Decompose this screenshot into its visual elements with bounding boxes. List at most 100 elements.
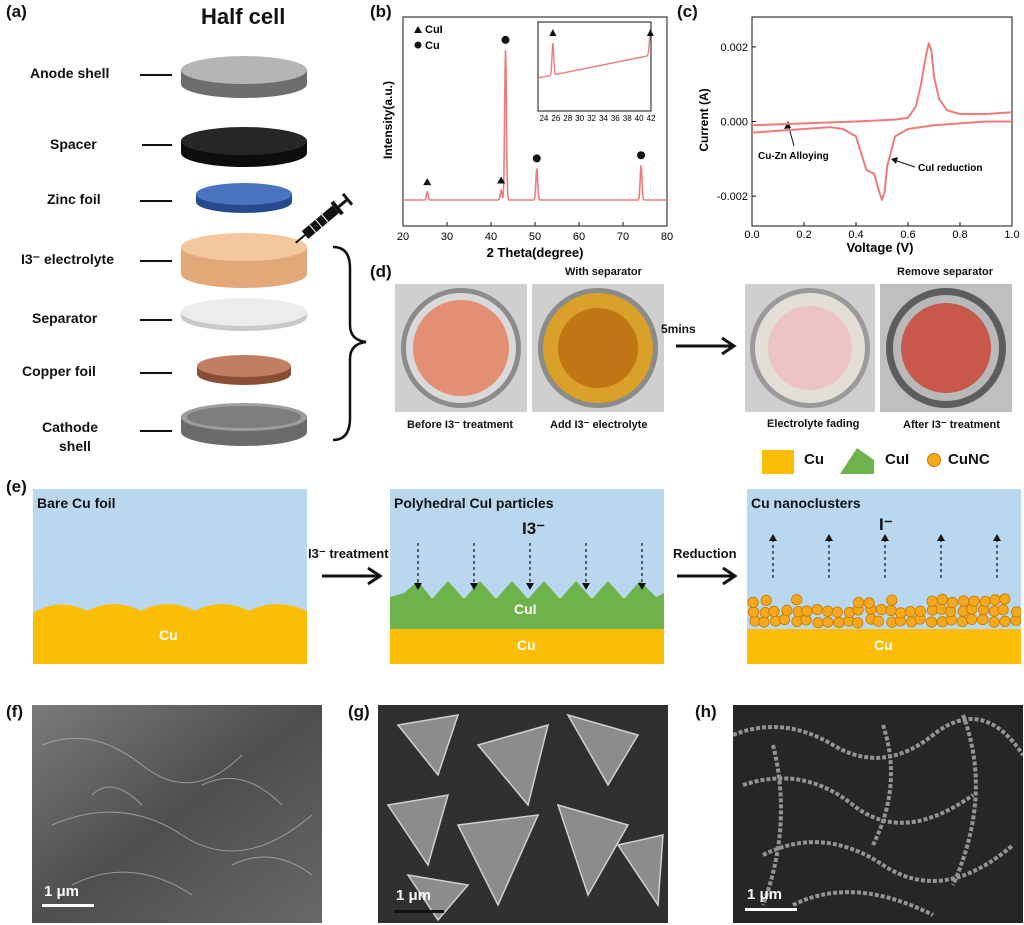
zinc-foil-label: Zinc foil (47, 191, 101, 207)
cu-nanocluster-particle (852, 617, 864, 629)
legend-cunc-label: CuNC (948, 451, 990, 468)
panel-label-g: (g) (348, 702, 370, 721)
nano-ion-label: I⁻ (879, 515, 893, 534)
time-label: 5mins (661, 322, 696, 336)
arrow-right-icon (677, 566, 738, 586)
cv-annotation-cui: CuI reduction (918, 163, 982, 174)
panel-label-e: (e) (6, 477, 27, 496)
cu-nanocluster-particle (936, 593, 948, 606)
copper-foil-label: Copper foil (22, 363, 96, 379)
cu-nanocluster-particle (989, 594, 1001, 606)
cv-x-tick-label: 0.4 (848, 229, 863, 241)
xrd-ylabel: Intensity(a.u.) (381, 81, 395, 159)
inset-x-tick-label: 30 (575, 114, 584, 123)
cv-y-tick-label: -0.002 (717, 191, 748, 203)
cv-y-tick-label: 0.000 (720, 117, 748, 129)
cu-nanocluster-particle (914, 605, 926, 618)
cu-nanocluster-particle (768, 605, 780, 618)
cu-nanocluster-particle (885, 604, 897, 617)
cv-y-tick-label: 0.002 (720, 42, 748, 54)
poly-ion-label: I3⁻ (522, 519, 546, 538)
separator-label: Separator (32, 310, 98, 326)
inset-x-tick-label: 32 (587, 114, 596, 123)
remove-separator-label: Remove separator (897, 266, 993, 278)
half-cell-diagram (140, 56, 367, 446)
cv-annotation-alloy: Cu-Zn Alloying (758, 151, 829, 162)
inset-x-tick-label: 36 (611, 114, 620, 123)
sem-image-g: 1 μm (378, 705, 668, 923)
xrd-x-tick-label: 20 (397, 231, 409, 243)
xrd-pattern-line (403, 49, 667, 201)
polyhedral-panel: Polyhedral CuI particles I3⁻ CuI Cu (390, 489, 664, 664)
cu-nanocluster-particle (760, 594, 772, 607)
cu-nanocluster-particle (966, 613, 978, 625)
cu-peak-marker (637, 151, 646, 160)
cv-xlabel: Voltage (V) (847, 240, 914, 255)
anode-shell-label: Anode shell (30, 65, 110, 81)
cu-nanocluster-particle (822, 605, 834, 617)
xrd-x-tick-label: 50 (529, 231, 541, 243)
cu-nanocluster-particle (781, 604, 793, 617)
sem-image-f: 1 μm (32, 705, 322, 923)
electrolyte-disc (181, 233, 307, 288)
cu-nanocluster-particle (833, 616, 845, 628)
panel-label-f: (f) (6, 702, 23, 721)
bare-title: Bare Cu foil (37, 495, 116, 511)
cu-nanocluster-particle (988, 616, 1000, 628)
poly-title: Polyhedral CuI particles (394, 495, 554, 511)
cu-nanocluster-particle (999, 593, 1011, 605)
spacer-disc (181, 127, 307, 167)
photo-after (880, 284, 1012, 412)
brace-bracket (332, 245, 367, 442)
panel-label-c: (c) (677, 2, 698, 21)
xrd-x-tick-label: 60 (573, 231, 585, 243)
step2-label: Reduction (673, 546, 737, 561)
cu-nanocluster-particle (979, 595, 991, 607)
cu-nanocluster-particle (863, 597, 875, 609)
inset-x-tick-label: 24 (539, 114, 548, 123)
inset-x-tick-label: 26 (551, 114, 560, 123)
step1-label: I3⁻ treatment (308, 546, 389, 561)
cu-nanocluster-particle (945, 606, 957, 618)
inset-x-tick-label: 38 (623, 114, 632, 123)
bare-cu-label: Cu (159, 627, 178, 643)
spacer-label: Spacer (50, 136, 97, 152)
inset-cui-marker (549, 29, 557, 36)
inset-x-tick-label: 34 (599, 114, 608, 123)
cu-nanocluster-particle (822, 616, 834, 628)
panel-label-d: (d) (370, 262, 392, 281)
cv-x-tick-label: 0.2 (796, 229, 811, 241)
cv-x-tick-label: 0.6 (900, 229, 915, 241)
electrolyte-label: I3⁻ electrolyte (21, 251, 114, 267)
poly-cu-label: Cu (517, 637, 536, 653)
inset-cui-marker (646, 29, 654, 36)
scale-label-g: 1 μm (396, 887, 432, 904)
separator-disc (181, 298, 307, 331)
panel-label-a: (a) (6, 2, 27, 21)
arrow-right-icon (322, 566, 383, 586)
cu-nanocluster-particle (872, 615, 884, 627)
scale-label-h: 1 μm (747, 886, 783, 903)
cu-nanocluster-particle (1011, 606, 1021, 618)
cu-nanocluster-particle (791, 615, 803, 627)
nano-cu-label: Cu (874, 637, 893, 653)
cu-nanocluster-particle (958, 595, 970, 607)
cu-nanocluster-particle (999, 615, 1011, 627)
caption-fading: Electrolyte fading (767, 418, 860, 430)
cu-nanocluster-particle (875, 604, 888, 616)
xrd-x-tick-label: 30 (441, 231, 453, 243)
poly-cui-label: CuI (514, 601, 537, 617)
cui-peak-marker (497, 176, 506, 184)
cu-nanocluster-particle (926, 595, 938, 607)
cu-nanocluster-particle (977, 613, 989, 626)
inset-x-tick-label: 40 (635, 114, 644, 123)
nano-title: Cu nanoclusters (751, 495, 861, 511)
half-cell-title: Half cell (201, 4, 286, 29)
cui-peak-marker (423, 178, 432, 186)
cv-x-tick-label: 0.8 (952, 229, 967, 241)
copper-foil-disc (197, 355, 291, 385)
legend-cu-label: Cu (804, 451, 824, 468)
syringe-icon (295, 192, 354, 244)
cu-nanocluster-particle (747, 596, 759, 609)
xrd-inset-line (537, 33, 652, 79)
